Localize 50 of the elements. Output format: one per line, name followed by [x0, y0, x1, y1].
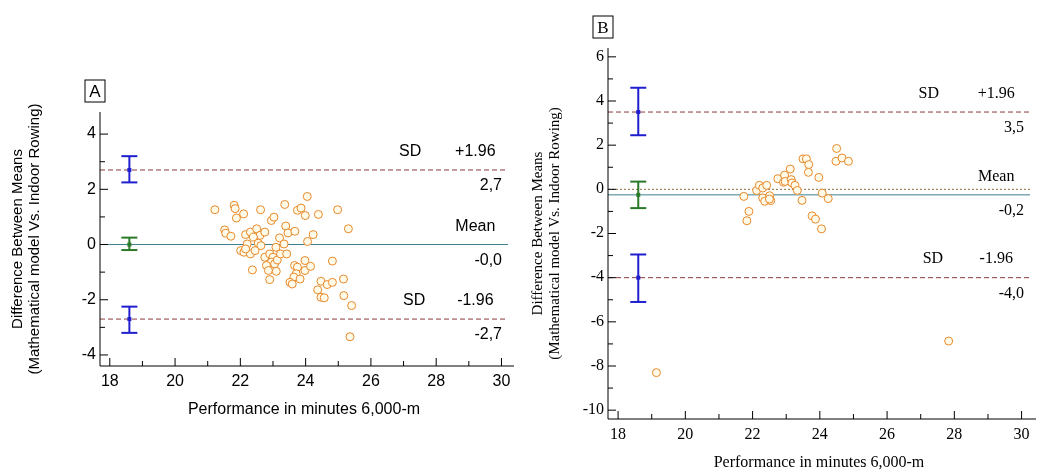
annotation: -1.96	[979, 249, 1013, 267]
annotation: +1.96	[977, 83, 1015, 101]
y-tick-label: 2	[596, 134, 604, 152]
y-tick-label: 6	[596, 46, 604, 64]
x-tick-label: 20	[677, 425, 694, 442]
annotation: SD	[922, 249, 944, 267]
chart-title: A	[89, 82, 102, 101]
y-axis-title: Difference Between Means (Mathematical model Vs. Indoor Rowing)	[529, 107, 563, 360]
y-tick-label: 4	[87, 124, 97, 142]
ref-line-label: 2,7	[479, 175, 503, 193]
y-tick-label: 0	[87, 234, 97, 252]
x-tick-label: 22	[744, 425, 761, 442]
x-axis-title: Performance in minutes 6,000-m	[713, 453, 925, 470]
x-tick-label: 24	[811, 425, 828, 442]
chart-title: B	[597, 18, 609, 37]
annotation: +1.96	[455, 142, 496, 160]
annotation: Mean	[978, 166, 1015, 184]
x-tick-label: 24	[296, 372, 315, 389]
y-tick-label: 2	[87, 179, 97, 197]
annotation: -1.96	[457, 291, 494, 309]
x-axis-title: Performance in minutes 6,000-m	[187, 400, 421, 417]
y-tick-label: 4	[596, 90, 604, 108]
x-tick-label: 30	[1013, 425, 1030, 442]
y-tick-label: -2	[590, 223, 604, 241]
y-tick-label: -4	[81, 345, 97, 363]
annotation: SD	[398, 142, 422, 160]
ref-line-label: -2,7	[474, 325, 503, 343]
annotation: Mean	[455, 216, 496, 234]
y-tick-label: -4	[590, 267, 604, 285]
x-tick-label: 22	[231, 372, 250, 389]
ref-line-label: 3,5	[1004, 118, 1024, 136]
x-tick-label: 18	[100, 372, 119, 389]
x-tick-label: 30	[492, 372, 511, 389]
x-tick-label: 26	[879, 425, 896, 442]
annotation: SD	[403, 291, 426, 309]
y-tick-label: 0	[596, 179, 604, 197]
y-axis-title: Difference Between Means (Mathematical model Vs. Indoor Rowing)	[8, 103, 42, 375]
annotation: SD	[918, 83, 939, 101]
x-tick-label: 20	[166, 372, 185, 389]
x-tick-label: 18	[610, 425, 627, 442]
ref-line-label: -4,0	[998, 283, 1024, 301]
ref-line-label: -0,0	[474, 250, 503, 268]
y-tick-label: -6	[590, 311, 604, 329]
x-tick-label: 26	[362, 372, 380, 389]
ref-line-label: -0,2	[998, 200, 1024, 218]
x-tick-label: 28	[946, 425, 963, 442]
y-tick-label: -2	[81, 289, 97, 307]
y-tick-label: -8	[590, 355, 604, 373]
y-tick-label: -10	[582, 399, 604, 417]
x-tick-label: 28	[427, 372, 446, 389]
